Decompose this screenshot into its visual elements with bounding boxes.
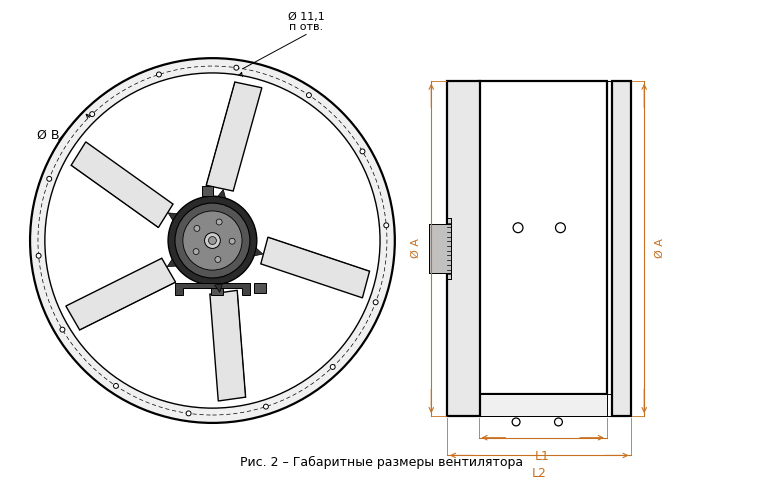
Bar: [212, 285, 223, 295]
Circle shape: [209, 237, 216, 244]
Circle shape: [193, 249, 199, 254]
Bar: [254, 283, 266, 293]
Text: п отв.: п отв.: [289, 22, 323, 31]
Circle shape: [194, 226, 200, 231]
Polygon shape: [167, 259, 176, 267]
Circle shape: [60, 327, 65, 332]
Bar: [447, 81, 480, 416]
Polygon shape: [204, 274, 221, 318]
Polygon shape: [165, 234, 203, 260]
Polygon shape: [261, 237, 370, 298]
Circle shape: [306, 93, 312, 98]
Circle shape: [330, 364, 335, 369]
Text: Ø 11,1: Ø 11,1: [288, 12, 325, 22]
Bar: [478, 81, 607, 394]
Bar: [478, 394, 607, 416]
Polygon shape: [254, 248, 263, 256]
Text: tel: tel: [264, 261, 296, 285]
Bar: [447, 218, 451, 279]
Polygon shape: [165, 267, 203, 293]
Circle shape: [229, 238, 235, 244]
Circle shape: [47, 176, 52, 181]
Polygon shape: [222, 234, 260, 260]
Circle shape: [360, 149, 365, 154]
Text: Рис. 2 – Габаритные размеры вентилятора: Рис. 2 – Габаритные размеры вентилятора: [241, 456, 523, 469]
Polygon shape: [66, 258, 176, 330]
Circle shape: [45, 73, 380, 408]
Circle shape: [513, 223, 523, 233]
Circle shape: [36, 253, 41, 258]
Circle shape: [216, 219, 222, 225]
Text: L2: L2: [532, 467, 547, 480]
Circle shape: [512, 418, 520, 426]
Circle shape: [157, 72, 161, 77]
Circle shape: [183, 211, 242, 270]
Text: Ø А: Ø А: [655, 239, 665, 258]
Circle shape: [264, 404, 268, 409]
Circle shape: [186, 411, 191, 416]
Bar: [429, 224, 451, 273]
Polygon shape: [168, 213, 177, 220]
Polygon shape: [222, 267, 260, 293]
Circle shape: [168, 196, 257, 285]
Circle shape: [30, 58, 395, 423]
Bar: [202, 187, 213, 196]
Text: Ø В: Ø В: [37, 129, 60, 142]
Polygon shape: [206, 82, 262, 191]
Circle shape: [384, 223, 389, 228]
Circle shape: [234, 65, 239, 70]
Circle shape: [215, 256, 221, 262]
Polygon shape: [215, 284, 222, 292]
Circle shape: [555, 418, 562, 426]
Text: Ø А: Ø А: [410, 239, 420, 258]
Polygon shape: [175, 283, 250, 295]
Polygon shape: [204, 209, 221, 252]
Circle shape: [555, 223, 565, 233]
Polygon shape: [218, 189, 225, 198]
Circle shape: [373, 300, 378, 305]
Text: Kon: Kon: [219, 261, 265, 285]
Polygon shape: [71, 142, 173, 228]
Polygon shape: [210, 290, 245, 401]
Circle shape: [114, 384, 118, 388]
Circle shape: [89, 112, 95, 117]
Circle shape: [175, 203, 250, 278]
Text: L1: L1: [536, 450, 550, 463]
Bar: [612, 81, 631, 416]
Circle shape: [205, 233, 220, 248]
